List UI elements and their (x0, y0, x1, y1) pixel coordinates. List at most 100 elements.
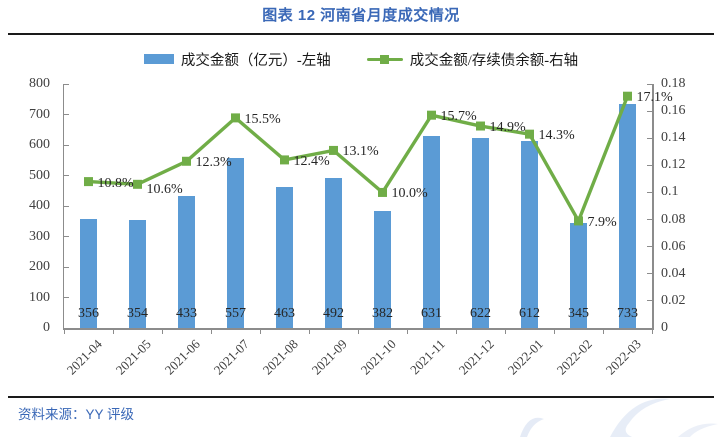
left-axis-tick-label: 200 (29, 259, 50, 274)
y-axis-right-tick (647, 327, 652, 329)
y-axis-left-tick (64, 175, 69, 176)
bar-value-label: 463 (274, 306, 295, 321)
bar-value-label: 622 (470, 306, 491, 321)
y-axis-right-tick (647, 110, 652, 112)
left-axis-tick-label: 300 (29, 228, 50, 244)
top-divider (8, 33, 714, 35)
bottom-divider (8, 396, 714, 398)
bar (521, 141, 538, 328)
bar-value-label: 354 (127, 306, 148, 321)
source-note: 资料来源：YY 评级 (18, 407, 135, 422)
line-point-label: 14.3% (538, 128, 575, 144)
x-axis-tick (357, 329, 359, 334)
x-axis-tick (161, 329, 163, 334)
legend-item-line-series: 成交金额/存续债余额-右轴 (366, 49, 579, 70)
right-axis-tick-label: 0.04 (661, 265, 686, 281)
line-point-label: 12.3% (195, 155, 232, 171)
x-axis-tick (112, 329, 114, 334)
line-point-marker (84, 177, 93, 187)
line-point-marker (182, 156, 191, 166)
bar (129, 220, 146, 328)
y-axis-left-tick (64, 83, 69, 85)
y-axis-left-tick (64, 144, 69, 146)
x-axis-label: 2021-06 (161, 336, 203, 378)
bar-value-label: 492 (323, 306, 344, 321)
right-axis-tick-label: 0.02 (661, 292, 686, 308)
x-axis-label: 2021-09 (308, 336, 350, 378)
line-series-swatch-icon (366, 53, 403, 65)
x-axis-tick (602, 329, 604, 334)
y-axis-right-tick (647, 137, 652, 139)
x-axis-label: 2021-05 (112, 336, 154, 378)
line-point-label: 10.6% (146, 182, 183, 198)
right-axis-tick-label: 0.08 (661, 211, 686, 227)
line-point-label: 10.0% (391, 186, 428, 202)
bar (472, 138, 489, 328)
line-point-label: 15.5% (244, 111, 281, 127)
y-axis-right-tick (647, 273, 652, 275)
y-axis-right-tick (647, 191, 652, 193)
bar (619, 104, 636, 328)
y-axis-left-tick (64, 236, 69, 237)
x-axis-label: 2021-08 (259, 336, 301, 378)
left-axis-tick-label: 500 (29, 167, 50, 183)
line-point-marker (574, 216, 583, 226)
y-axis-left-tick (64, 266, 69, 268)
bar-series-swatch-icon (143, 54, 174, 64)
chart-legend: 成交金额（亿元）-左轴 成交金额/存续债余额-右轴 (0, 48, 722, 70)
left-axis-tick-label: 0 (43, 320, 50, 335)
right-axis-tick-label: 0.1 (661, 184, 679, 200)
x-axis-tick (504, 329, 506, 334)
x-axis-label: 2021-11 (406, 336, 448, 378)
y-axis-right-tick (647, 300, 652, 302)
bar (80, 219, 97, 328)
left-axis-tick-label: 100 (29, 289, 50, 305)
left-axis-tick-label: 600 (29, 137, 50, 152)
bar-value-label: 356 (78, 306, 99, 321)
bar (374, 211, 391, 328)
bar-value-label: 557 (225, 306, 246, 321)
line-point-marker (378, 187, 387, 197)
right-axis-tick-label: 0.14 (661, 130, 686, 146)
legend-label-bar-series: 成交金额（亿元）-左轴 (180, 52, 331, 69)
line-point-label: 15.7% (440, 109, 477, 125)
x-axis-tick (553, 329, 555, 334)
x-axis-tick (308, 329, 310, 334)
x-axis-tick (455, 329, 457, 334)
x-axis-label: 2022-03 (602, 336, 644, 378)
y-axis-left-tick (64, 205, 69, 207)
y-axis-right-tick (647, 219, 652, 221)
y-axis-left-tick (64, 327, 69, 329)
right-axis-tick-label: 0.16 (661, 103, 686, 119)
bar-value-label: 433 (176, 306, 197, 321)
x-axis-label: 2022-02 (553, 336, 595, 378)
x-axis-label: 2021-04 (63, 336, 105, 378)
x-axis-tick (406, 329, 408, 334)
bar (178, 195, 195, 328)
left-axis-tick-label: 400 (29, 198, 50, 213)
right-axis-tick-label: 0.12 (661, 157, 686, 173)
right-axis-tick-label: 0.18 (661, 76, 686, 91)
line-point-label: 13.1% (342, 144, 379, 160)
line-point-label: 17.1% (636, 90, 673, 106)
figure-title: 图表 12 河南省月度成交情况 (262, 7, 460, 24)
legend-label-line-series: 成交金额/存续债余额-右轴 (409, 52, 579, 69)
line-point-label: 7.9% (587, 214, 617, 230)
line-point-label: 14.9% (489, 120, 526, 136)
x-axis-tick (259, 329, 261, 334)
bar-value-label: 631 (421, 306, 442, 321)
bar (227, 158, 244, 328)
x-axis (62, 328, 654, 330)
watermark-graphic (520, 398, 718, 437)
right-axis-tick-label: 0.06 (661, 238, 686, 254)
bar-value-label: 382 (372, 306, 393, 321)
line-point-marker (525, 129, 534, 139)
legend-item-bar-series: 成交金额（亿元）-左轴 (143, 49, 331, 70)
line-point-marker (280, 155, 289, 165)
line-point-label: 10.8% (97, 175, 134, 191)
y-axis-right-tick (647, 164, 652, 166)
x-axis-tick (651, 329, 653, 334)
line-point-marker (231, 113, 240, 123)
